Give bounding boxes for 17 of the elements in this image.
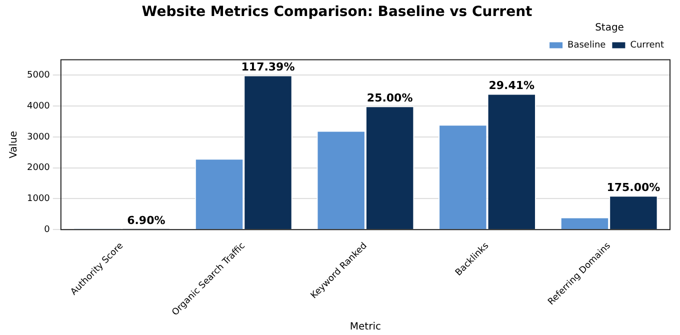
annotation: 6.90%	[127, 214, 166, 228]
legend-label: Current	[630, 40, 664, 51]
y-tick-label: 5000	[27, 70, 50, 81]
y-tick-label: 2000	[27, 163, 50, 174]
y-tick-label: 0	[44, 224, 50, 235]
annotation: 175.00%	[606, 180, 660, 194]
annotation: 29.41%	[488, 79, 535, 92]
annotation: 117.39%	[241, 60, 295, 74]
legend-label: Baseline	[568, 40, 606, 51]
x-axis-title: Metric	[350, 322, 381, 333]
y-axis-title: Value	[8, 130, 20, 158]
chart-title: Website Metrics Comparison: Baseline vs Current	[142, 4, 533, 20]
legend-title: Stage	[595, 22, 624, 34]
y-tick-label: 4000	[27, 101, 50, 112]
y-tick-label: 3000	[27, 132, 50, 142]
annotation: 25.00%	[366, 91, 413, 104]
y-tick-label: 1000	[27, 194, 50, 204]
